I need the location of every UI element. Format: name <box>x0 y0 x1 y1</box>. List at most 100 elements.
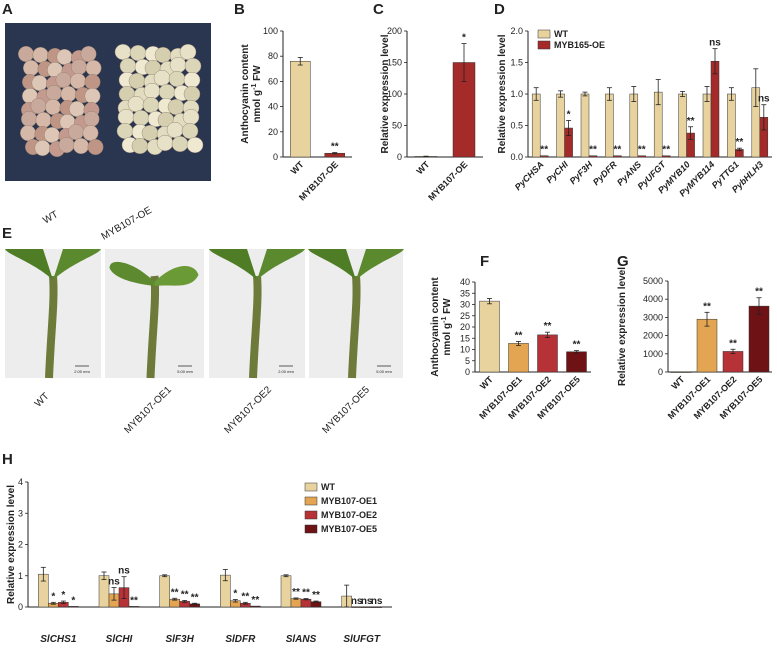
callus-oe <box>119 58 137 75</box>
callus-wt <box>23 60 39 77</box>
callus-oe <box>141 124 159 141</box>
significance-label: ** <box>638 145 646 156</box>
y-tick-label: 15 <box>460 333 470 343</box>
y-tick-label: 40 <box>268 102 278 112</box>
significance-label: ** <box>331 142 339 153</box>
significance-label: ** <box>130 595 138 606</box>
significance-label: * <box>61 590 65 601</box>
x-tick-label: PyCHI <box>544 159 570 185</box>
bar <box>361 606 372 608</box>
y-tick-label: 150 <box>387 58 402 68</box>
y-tick-label: 1.0 <box>510 89 523 99</box>
y-tick-label: 200 <box>387 26 402 36</box>
y-tick-label: 2.0 <box>510 26 523 36</box>
bar <box>580 93 590 158</box>
callus-oe <box>179 44 197 61</box>
significance-label: ** <box>181 589 189 600</box>
panel-letter-f: F <box>480 253 489 270</box>
x-tick-label: WT <box>669 374 686 391</box>
panel-a-photo: WT MYB107-OE <box>5 23 211 243</box>
bar <box>637 155 647 158</box>
legend-label: WT <box>321 482 335 492</box>
y-label-line: nmol g <box>442 323 453 356</box>
x-tick-label: SlDFR <box>225 634 256 645</box>
cotyledon <box>257 249 305 280</box>
panel-letter-e: E <box>2 225 12 242</box>
callus-wt <box>30 97 47 114</box>
panel-letter-c: C <box>373 1 384 18</box>
panel-letter-b: B <box>234 1 245 18</box>
y-axis-label: Anthocyanin contentnmol g-1 FW <box>240 44 263 144</box>
seedling-photo: 5.00 mm <box>105 249 204 379</box>
callus-wt <box>69 100 85 117</box>
callus-wt <box>80 46 97 63</box>
callus-oe <box>114 44 132 61</box>
panel-a-label: WT <box>41 209 60 226</box>
y-tick-label: 3 <box>18 508 23 518</box>
y-label-sup: -1 <box>251 84 258 90</box>
callus-oe <box>154 47 172 64</box>
significance-label: ns <box>361 596 373 607</box>
significance-label: * <box>233 589 237 600</box>
y-tick-label: 100 <box>263 26 278 36</box>
panel-letter-a: A <box>2 1 13 18</box>
bar <box>537 334 558 373</box>
y-tick-label: 40 <box>460 277 470 287</box>
bar <box>696 318 718 373</box>
bar <box>748 305 770 373</box>
callus-oe <box>129 45 147 62</box>
significance-label: * <box>462 33 466 44</box>
x-tick-label: SlANS <box>286 634 317 645</box>
panel-letter-d: D <box>494 1 505 18</box>
significance-label: ** <box>544 321 552 332</box>
significance-label: ** <box>292 587 300 598</box>
bar <box>290 60 311 158</box>
y-tick-label: 0 <box>18 602 23 612</box>
scale-bar-label: 5.00 mm <box>376 369 392 374</box>
scale-bar-label: 5.00 mm <box>177 369 193 374</box>
significance-label: * <box>567 109 571 120</box>
x-tick-label: WT <box>414 159 431 176</box>
panel-e-label: MYB107-OE5 <box>321 384 373 436</box>
callus-wt <box>58 136 75 153</box>
significance-label: ** <box>515 330 523 341</box>
callus-oe <box>158 83 176 100</box>
callus-oe <box>153 69 171 86</box>
callus-oe <box>142 96 160 113</box>
x-tick-label: SlCHS1 <box>40 634 77 645</box>
y-tick-label: 80 <box>268 51 278 61</box>
callus-oe <box>166 121 184 138</box>
panel-letter-layer: A B C D E F G H <box>2 1 629 468</box>
y-tick-label: 0 <box>658 367 663 377</box>
x-tick-label: PyDFR <box>591 159 619 187</box>
callus-oe <box>131 137 149 154</box>
bar <box>566 351 587 373</box>
panel-e-photos: 2.00 mm 5.00 mm 2.00 mm 5.00 mm WT MYB107-OE1… <box>5 249 404 436</box>
y-tick-label: 20 <box>460 322 470 332</box>
callus-oe <box>156 134 174 151</box>
x-tick-label: SlCHI <box>106 634 133 645</box>
callus-wt <box>82 124 99 141</box>
callus-oe <box>132 109 150 126</box>
x-tick-label: SlUFGT <box>343 634 381 645</box>
significance-label: ** <box>589 145 597 156</box>
y-tick-label: 1 <box>18 571 23 581</box>
cotyledon <box>53 249 101 280</box>
panel-e-label: MYB107-OE1 <box>123 384 175 436</box>
bar <box>250 605 261 608</box>
y-label-line: Anthocyanin content <box>430 277 441 377</box>
y-axis-label: Relative expression level <box>6 485 17 604</box>
callus-wt <box>87 138 104 155</box>
callus-oe <box>186 136 204 153</box>
bar <box>605 93 614 158</box>
callus-wt <box>46 84 62 101</box>
y-tick-label: 1.5 <box>510 58 523 68</box>
callus-wt <box>34 139 51 156</box>
significance-label: ** <box>312 590 320 601</box>
callus-oe <box>143 82 161 99</box>
